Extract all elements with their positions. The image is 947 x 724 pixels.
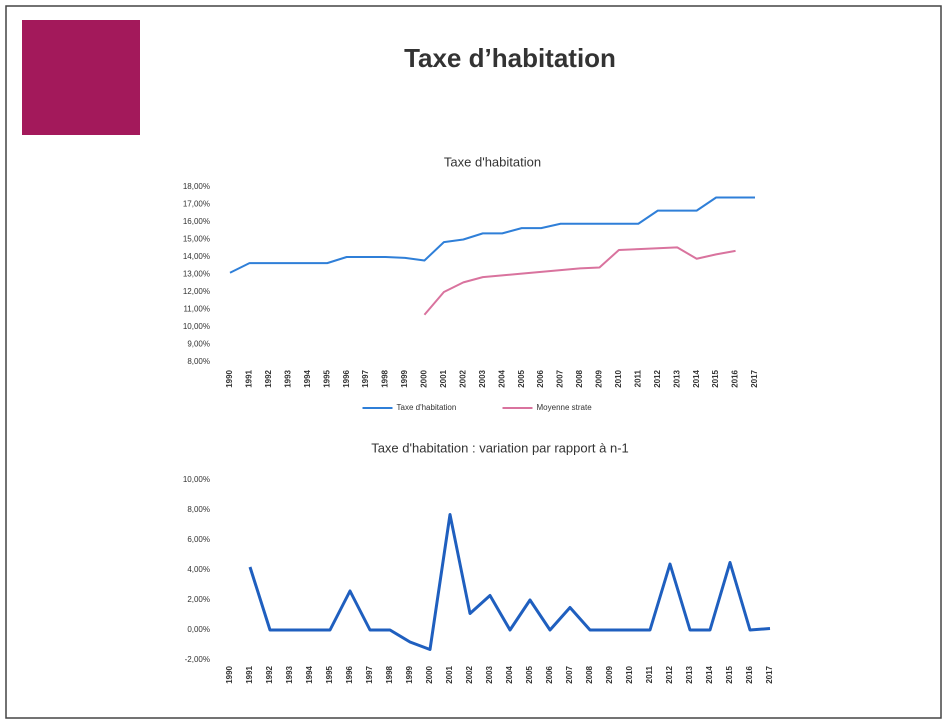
x-tick-label: 2011 <box>633 369 642 387</box>
chart-title: Taxe d'habitation <box>444 154 541 169</box>
chart-title: Taxe d'habitation : variation par rappor… <box>371 440 629 455</box>
x-tick-label: 1996 <box>342 369 351 387</box>
y-tick-label: 2,00% <box>187 595 210 604</box>
x-tick-label: 1992 <box>264 369 273 387</box>
x-tick-label: 2000 <box>425 665 434 683</box>
x-tick-label: 1996 <box>345 665 354 683</box>
y-tick-label: 8,00% <box>187 357 210 366</box>
series-line <box>229 196 755 274</box>
x-tick-label: 2004 <box>497 369 506 387</box>
y-tick-label: 11,00% <box>183 305 210 314</box>
x-tick-label: 2006 <box>536 369 545 387</box>
x-tick-label: 2005 <box>517 369 526 387</box>
x-tick-label: 1990 <box>225 665 234 683</box>
x-tick-label: 1999 <box>405 665 414 683</box>
y-tick-label: 16,00% <box>183 217 210 226</box>
x-tick-label: 2004 <box>505 665 514 683</box>
x-tick-label: 1997 <box>365 665 374 683</box>
x-tick-label: 2013 <box>685 665 694 683</box>
y-tick-label: 8,00% <box>187 505 210 514</box>
x-tick-label: 1994 <box>305 665 314 683</box>
x-tick-label: 2001 <box>445 665 454 683</box>
x-tick-label: 2005 <box>525 665 534 683</box>
x-tick-label: 2000 <box>420 369 429 387</box>
y-tick-label: 13,00% <box>183 270 210 279</box>
y-tick-label: 14,00% <box>183 252 210 261</box>
x-tick-label: 2016 <box>731 369 740 387</box>
y-tick-label: 12,00% <box>183 287 210 296</box>
x-tick-label: 1991 <box>245 369 254 387</box>
y-tick-label: -2,00% <box>185 655 210 664</box>
x-tick-label: 2012 <box>653 369 662 387</box>
x-tick-label: 1993 <box>283 369 292 387</box>
x-tick-label: 2017 <box>750 369 759 387</box>
logo <box>22 20 140 135</box>
y-tick-label: 4,00% <box>187 565 210 574</box>
y-tick-label: 15,00% <box>183 235 210 244</box>
x-tick-label: 2014 <box>692 369 701 387</box>
x-tick-label: 2013 <box>672 369 681 387</box>
x-tick-label: 2015 <box>725 665 734 683</box>
x-tick-label: 1994 <box>303 369 312 387</box>
y-tick-label: 9,00% <box>187 340 210 349</box>
x-tick-label: 2011 <box>645 665 654 683</box>
x-tick-label: 2008 <box>575 369 584 387</box>
slide-frame <box>5 5 942 719</box>
x-tick-label: 1991 <box>245 665 254 683</box>
slide-title: Taxe d’habitation <box>404 43 616 73</box>
x-tick-label: 2003 <box>485 665 494 683</box>
x-tick-label: 2007 <box>556 369 565 387</box>
x-tick-label: 1995 <box>322 369 331 387</box>
x-tick-label: 2007 <box>565 665 574 683</box>
x-tick-label: 1993 <box>285 665 294 683</box>
legend-label: Taxe d'habitation <box>397 403 457 412</box>
x-tick-label: 2016 <box>745 665 754 683</box>
x-tick-label: 2010 <box>614 369 623 387</box>
y-tick-label: 6,00% <box>187 535 210 544</box>
x-tick-label: 2001 <box>439 369 448 387</box>
x-tick-label: 2002 <box>458 369 467 387</box>
x-tick-label: 2015 <box>711 369 720 387</box>
x-tick-label: 2002 <box>465 665 474 683</box>
x-tick-label: 2003 <box>478 369 487 387</box>
x-tick-label: 1990 <box>225 369 234 387</box>
series-line <box>248 513 771 651</box>
legend-label: Moyenne strate <box>537 403 593 412</box>
x-tick-label: 1997 <box>361 369 370 387</box>
x-tick-label: 1998 <box>385 665 394 683</box>
x-tick-label: 2006 <box>545 665 554 683</box>
x-tick-label: 2009 <box>595 369 604 387</box>
x-tick-label: 2017 <box>765 665 774 683</box>
x-tick-label: 2009 <box>605 665 614 683</box>
y-tick-label: 10,00% <box>183 475 210 484</box>
y-tick-label: 10,00% <box>183 322 210 331</box>
x-tick-label: 2012 <box>665 665 674 683</box>
x-tick-label: 1995 <box>325 665 334 683</box>
y-tick-label: 17,00% <box>183 200 210 209</box>
y-tick-label: 18,00% <box>183 182 210 191</box>
y-tick-label: 0,00% <box>187 625 210 634</box>
x-tick-label: 1992 <box>265 665 274 683</box>
series-line <box>423 246 736 316</box>
x-tick-label: 2010 <box>625 665 634 683</box>
x-tick-label: 2008 <box>585 665 594 683</box>
x-tick-label: 2014 <box>705 665 714 683</box>
x-tick-label: 1999 <box>400 369 409 387</box>
x-tick-label: 1998 <box>381 369 390 387</box>
